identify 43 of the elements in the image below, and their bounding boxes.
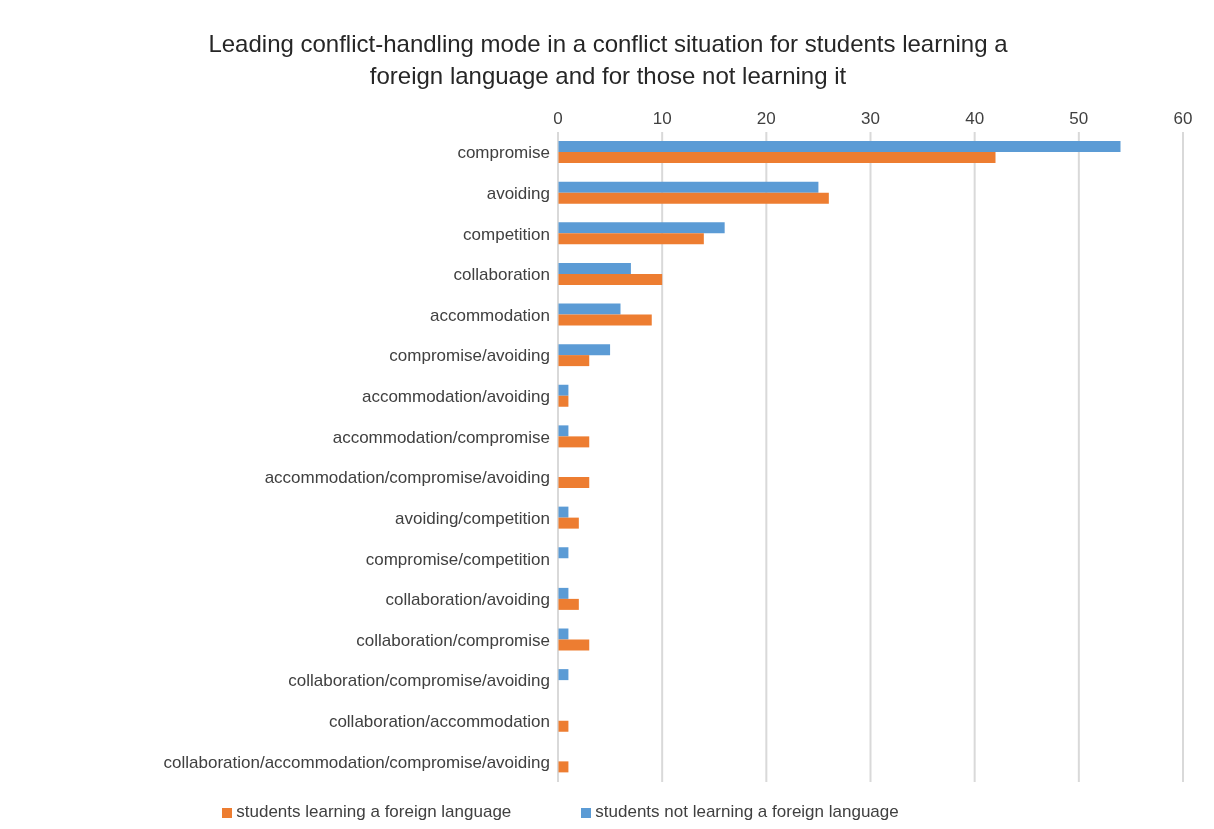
bar xyxy=(558,152,996,163)
x-tick-label: 0 xyxy=(553,109,563,128)
y-tick-label: collaboration xyxy=(453,265,550,285)
y-tick-label: collaboration/compromise xyxy=(356,630,550,650)
x-tick-label: 30 xyxy=(861,109,880,128)
y-tick-label: collaboration/avoiding xyxy=(385,590,550,610)
bar xyxy=(558,273,663,285)
y-tick-label: accommodation/compromise/avoiding xyxy=(264,468,550,488)
bar xyxy=(558,355,590,367)
bar xyxy=(558,192,829,204)
y-tick-label: compromise/competition xyxy=(365,549,550,569)
bar xyxy=(558,141,1121,152)
y-tick-label: accommodation xyxy=(429,305,550,325)
x-tick-label: 50 xyxy=(1069,109,1089,128)
y-tick-label: avoiding/competition xyxy=(395,508,550,528)
bar xyxy=(558,233,704,245)
y-tick-label: compromise xyxy=(457,143,550,163)
chart-title: Leading conflict-handling mode in a conflict situation for students learning a foreign language and for those not learning it xyxy=(207,29,1009,91)
bar xyxy=(558,181,819,193)
bar xyxy=(558,222,725,234)
y-tick-label: accommodation/compromise xyxy=(332,427,550,447)
bar xyxy=(558,598,579,610)
bar xyxy=(558,303,621,315)
y-tick-label: accommodation/avoiding xyxy=(361,387,550,407)
x-tick-label: 60 xyxy=(1173,109,1193,128)
bar xyxy=(558,477,590,488)
bar xyxy=(558,344,611,356)
bar xyxy=(558,517,579,529)
legend-label: students learning a foreign language xyxy=(236,802,512,821)
bar xyxy=(558,436,590,448)
x-tick-label: 20 xyxy=(756,109,776,128)
bar xyxy=(558,314,652,326)
y-tick-label: avoiding xyxy=(486,183,550,203)
bar xyxy=(558,262,631,274)
y-tick-label: collaboration/accommodation/compromise/avoiding xyxy=(163,752,550,772)
y-tick-label: collaboration/accommodation xyxy=(328,712,550,732)
y-tick-label: compromise/avoiding xyxy=(389,346,550,366)
y-tick-label: competition xyxy=(463,224,550,244)
legend-label: students not learning a foreign language xyxy=(595,802,899,821)
x-tick-label: 40 xyxy=(965,109,985,128)
x-tick-label: 10 xyxy=(652,109,672,128)
bar xyxy=(558,639,590,651)
y-tick-label: collaboration/compromise/avoiding xyxy=(288,671,550,691)
